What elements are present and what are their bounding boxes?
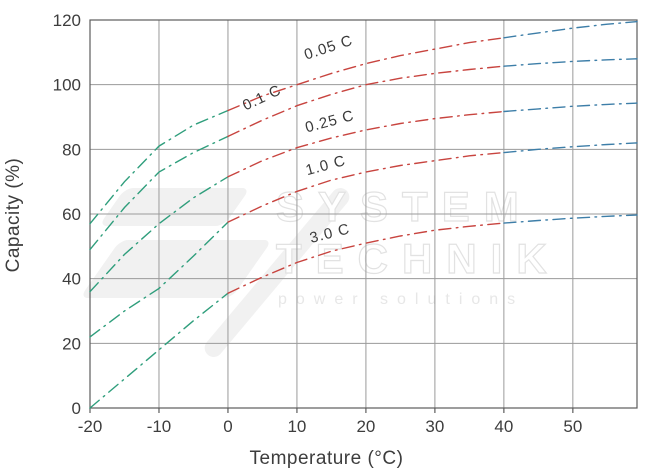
x-axis-ticks [89, 408, 574, 413]
y-tick-label: 40 [62, 270, 81, 289]
curve-label-1.0C: 1.0 C [304, 152, 348, 179]
x-tick-label: -20 [78, 417, 103, 436]
x-tick-label: 30 [425, 417, 444, 436]
curve-label-0.1C: 0.1 C [240, 82, 284, 115]
x-tick-label: 40 [494, 417, 513, 436]
x-tick-labels: -20 -10 0 10 20 30 40 50 [78, 417, 583, 436]
x-tick-label: 10 [287, 417, 306, 436]
y-tick-label: 20 [62, 334, 81, 353]
curve-label-0.05C: 0.05 C [302, 32, 355, 64]
x-axis-title: Temperature (°C) [249, 448, 404, 469]
curve-0.1C [89, 58, 638, 251]
capacity-curves [89, 20, 638, 409]
x-tick-label: 20 [356, 417, 375, 436]
y-tick-label: 0 [72, 399, 81, 418]
x-tick-label: 50 [563, 417, 582, 436]
y-tick-label: 100 [53, 76, 81, 95]
curve-3.0C [89, 214, 638, 409]
y-tick-label: 80 [62, 140, 81, 159]
y-tick-labels: 0 20 40 60 80 100 120 [53, 11, 81, 418]
x-tick-label: -10 [147, 417, 172, 436]
curve-1.0C [89, 142, 638, 338]
y-tick-label: 60 [62, 205, 81, 224]
curve-label-0.25C: 0.25 C [303, 107, 356, 136]
watermark-text-power-solutions: power solutions [278, 291, 525, 308]
curve-0.25C [89, 102, 638, 293]
curve-labels: 0.05 C 0.1 C 0.25 C 1.0 C 3.0 C [240, 32, 356, 247]
x-tick-label: 0 [223, 417, 232, 436]
y-tick-label: 120 [53, 11, 81, 30]
watermark-text-technik: TECHNIK [275, 235, 561, 282]
curve-0.05C [89, 20, 638, 225]
plot-border [89, 19, 638, 409]
y-axis-title: Capacity (%) [3, 157, 24, 273]
watermark-text-system: SYSTEM [275, 183, 533, 230]
gridlines [90, 20, 637, 408]
curve-label-3.0C: 3.0 C [308, 220, 352, 246]
